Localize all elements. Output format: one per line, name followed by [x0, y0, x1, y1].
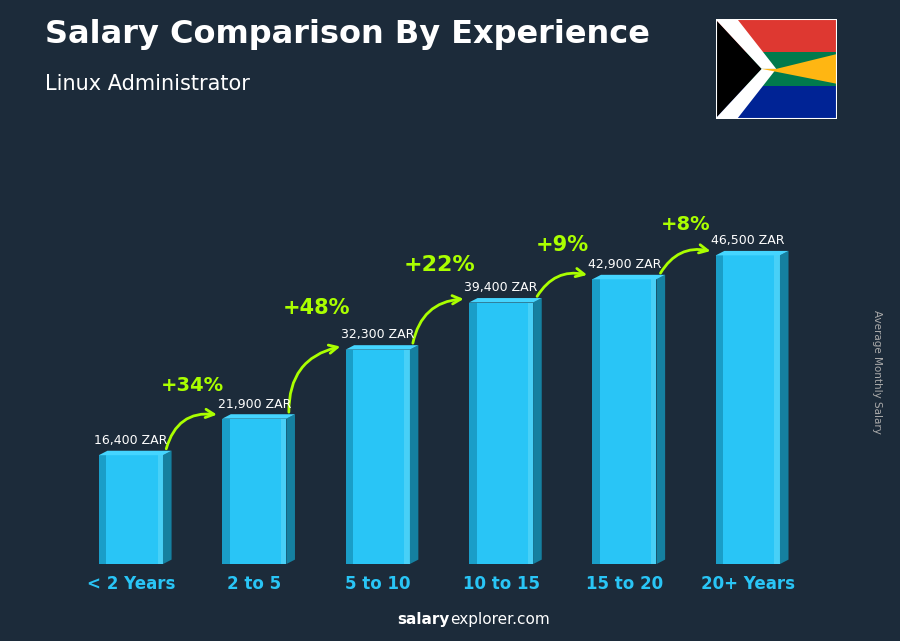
- Bar: [360, 0, 432, 449]
- Bar: [450, 0, 522, 449]
- Polygon shape: [410, 345, 418, 564]
- Bar: [404, 349, 410, 564]
- Bar: [158, 455, 163, 564]
- Bar: [775, 255, 780, 564]
- Text: Salary Comparison By Experience: Salary Comparison By Experience: [45, 19, 650, 50]
- Text: 16,400 ZAR: 16,400 ZAR: [94, 434, 167, 447]
- Polygon shape: [716, 19, 776, 69]
- Bar: [90, 0, 162, 449]
- Bar: [99, 455, 163, 564]
- Text: 46,500 ZAR: 46,500 ZAR: [711, 234, 785, 247]
- Polygon shape: [222, 414, 295, 419]
- Polygon shape: [656, 275, 665, 564]
- Text: +34%: +34%: [161, 376, 224, 394]
- Polygon shape: [286, 414, 295, 564]
- Text: Linux Administrator: Linux Administrator: [45, 74, 250, 94]
- Bar: [716, 19, 837, 59]
- Text: 21,900 ZAR: 21,900 ZAR: [218, 397, 291, 410]
- Polygon shape: [716, 251, 788, 255]
- Bar: [222, 419, 230, 564]
- Polygon shape: [533, 298, 542, 564]
- Bar: [540, 0, 612, 449]
- Polygon shape: [469, 298, 542, 303]
- Text: 42,900 ZAR: 42,900 ZAR: [588, 258, 662, 271]
- Bar: [0, 0, 72, 449]
- Bar: [99, 455, 106, 564]
- Bar: [180, 0, 252, 449]
- Bar: [346, 349, 410, 564]
- Text: +22%: +22%: [403, 254, 475, 274]
- Bar: [592, 279, 600, 564]
- Polygon shape: [99, 451, 172, 455]
- Polygon shape: [163, 451, 172, 564]
- Bar: [592, 279, 656, 564]
- Text: +8%: +8%: [662, 215, 711, 234]
- Text: +48%: +48%: [283, 298, 350, 318]
- Bar: [716, 255, 724, 564]
- Bar: [527, 303, 533, 564]
- Text: explorer.com: explorer.com: [450, 612, 550, 627]
- Polygon shape: [592, 275, 665, 279]
- Bar: [270, 0, 342, 449]
- Text: salary: salary: [398, 612, 450, 627]
- Polygon shape: [346, 345, 419, 349]
- Polygon shape: [716, 19, 761, 119]
- Bar: [469, 303, 533, 564]
- Polygon shape: [761, 54, 837, 84]
- Text: 39,400 ZAR: 39,400 ZAR: [464, 281, 537, 294]
- Bar: [716, 255, 780, 564]
- Bar: [630, 0, 702, 449]
- Polygon shape: [716, 69, 776, 119]
- Bar: [346, 349, 354, 564]
- Bar: [222, 419, 286, 564]
- Bar: [716, 52, 837, 86]
- Text: 32,300 ZAR: 32,300 ZAR: [341, 328, 414, 342]
- Bar: [469, 303, 477, 564]
- Text: +9%: +9%: [536, 235, 590, 255]
- Text: Average Monthly Salary: Average Monthly Salary: [872, 310, 883, 434]
- Polygon shape: [780, 251, 788, 564]
- Bar: [651, 279, 656, 564]
- Bar: [281, 419, 286, 564]
- Bar: [716, 84, 837, 119]
